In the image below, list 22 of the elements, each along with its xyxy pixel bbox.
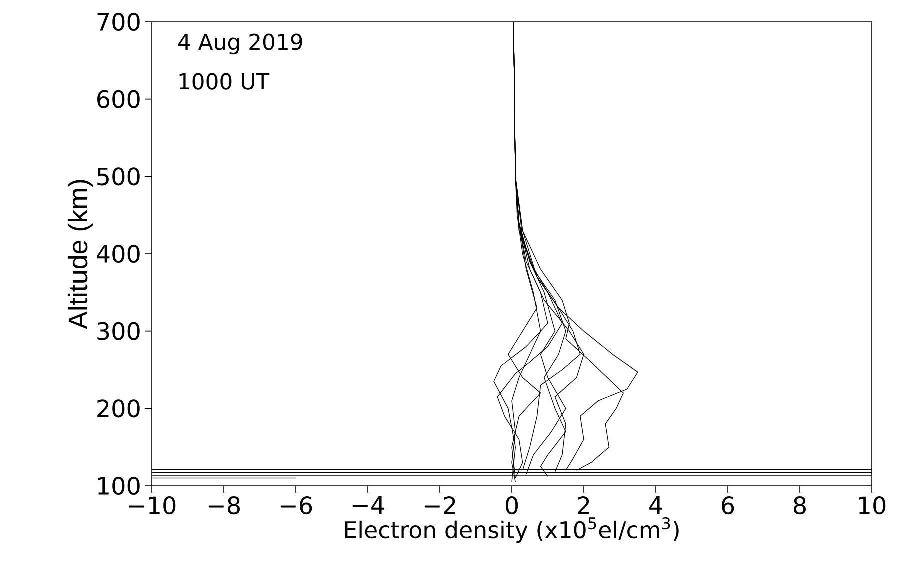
x-tick-label: −6 xyxy=(280,496,312,515)
x-tick-label: 6 xyxy=(722,496,734,515)
x-tick-label: 2 xyxy=(578,496,590,514)
x-tick-label: −2 xyxy=(424,496,456,514)
y-tick-label: 100 xyxy=(98,476,140,496)
annotation: 1000 UT xyxy=(180,73,270,90)
x-tick-label: 0 xyxy=(506,496,518,515)
x-tick-label: −8 xyxy=(208,496,240,515)
y-tick-label: 300 xyxy=(98,322,140,340)
x-axis-title: Electron density (x10$^{5}$el/cm$^{3}$) xyxy=(345,517,679,544)
x-tick-label: 4 xyxy=(650,496,662,514)
y-axis-title: Altitude (km) xyxy=(68,180,94,330)
x-tick-label: −10 xyxy=(129,496,176,515)
y-tick-label: 600 xyxy=(98,90,140,108)
y-tick-label: 700 xyxy=(98,12,140,32)
x-tick-label: 10 xyxy=(859,496,886,515)
y-tick-label: 200 xyxy=(98,400,140,418)
x-tick-label: −4 xyxy=(352,496,384,514)
annotation: 4 Aug 2019 xyxy=(178,34,302,55)
y-tick-label: 500 xyxy=(98,168,140,186)
y-tick-label: 400 xyxy=(97,244,140,264)
x-tick-label: 8 xyxy=(794,496,806,515)
